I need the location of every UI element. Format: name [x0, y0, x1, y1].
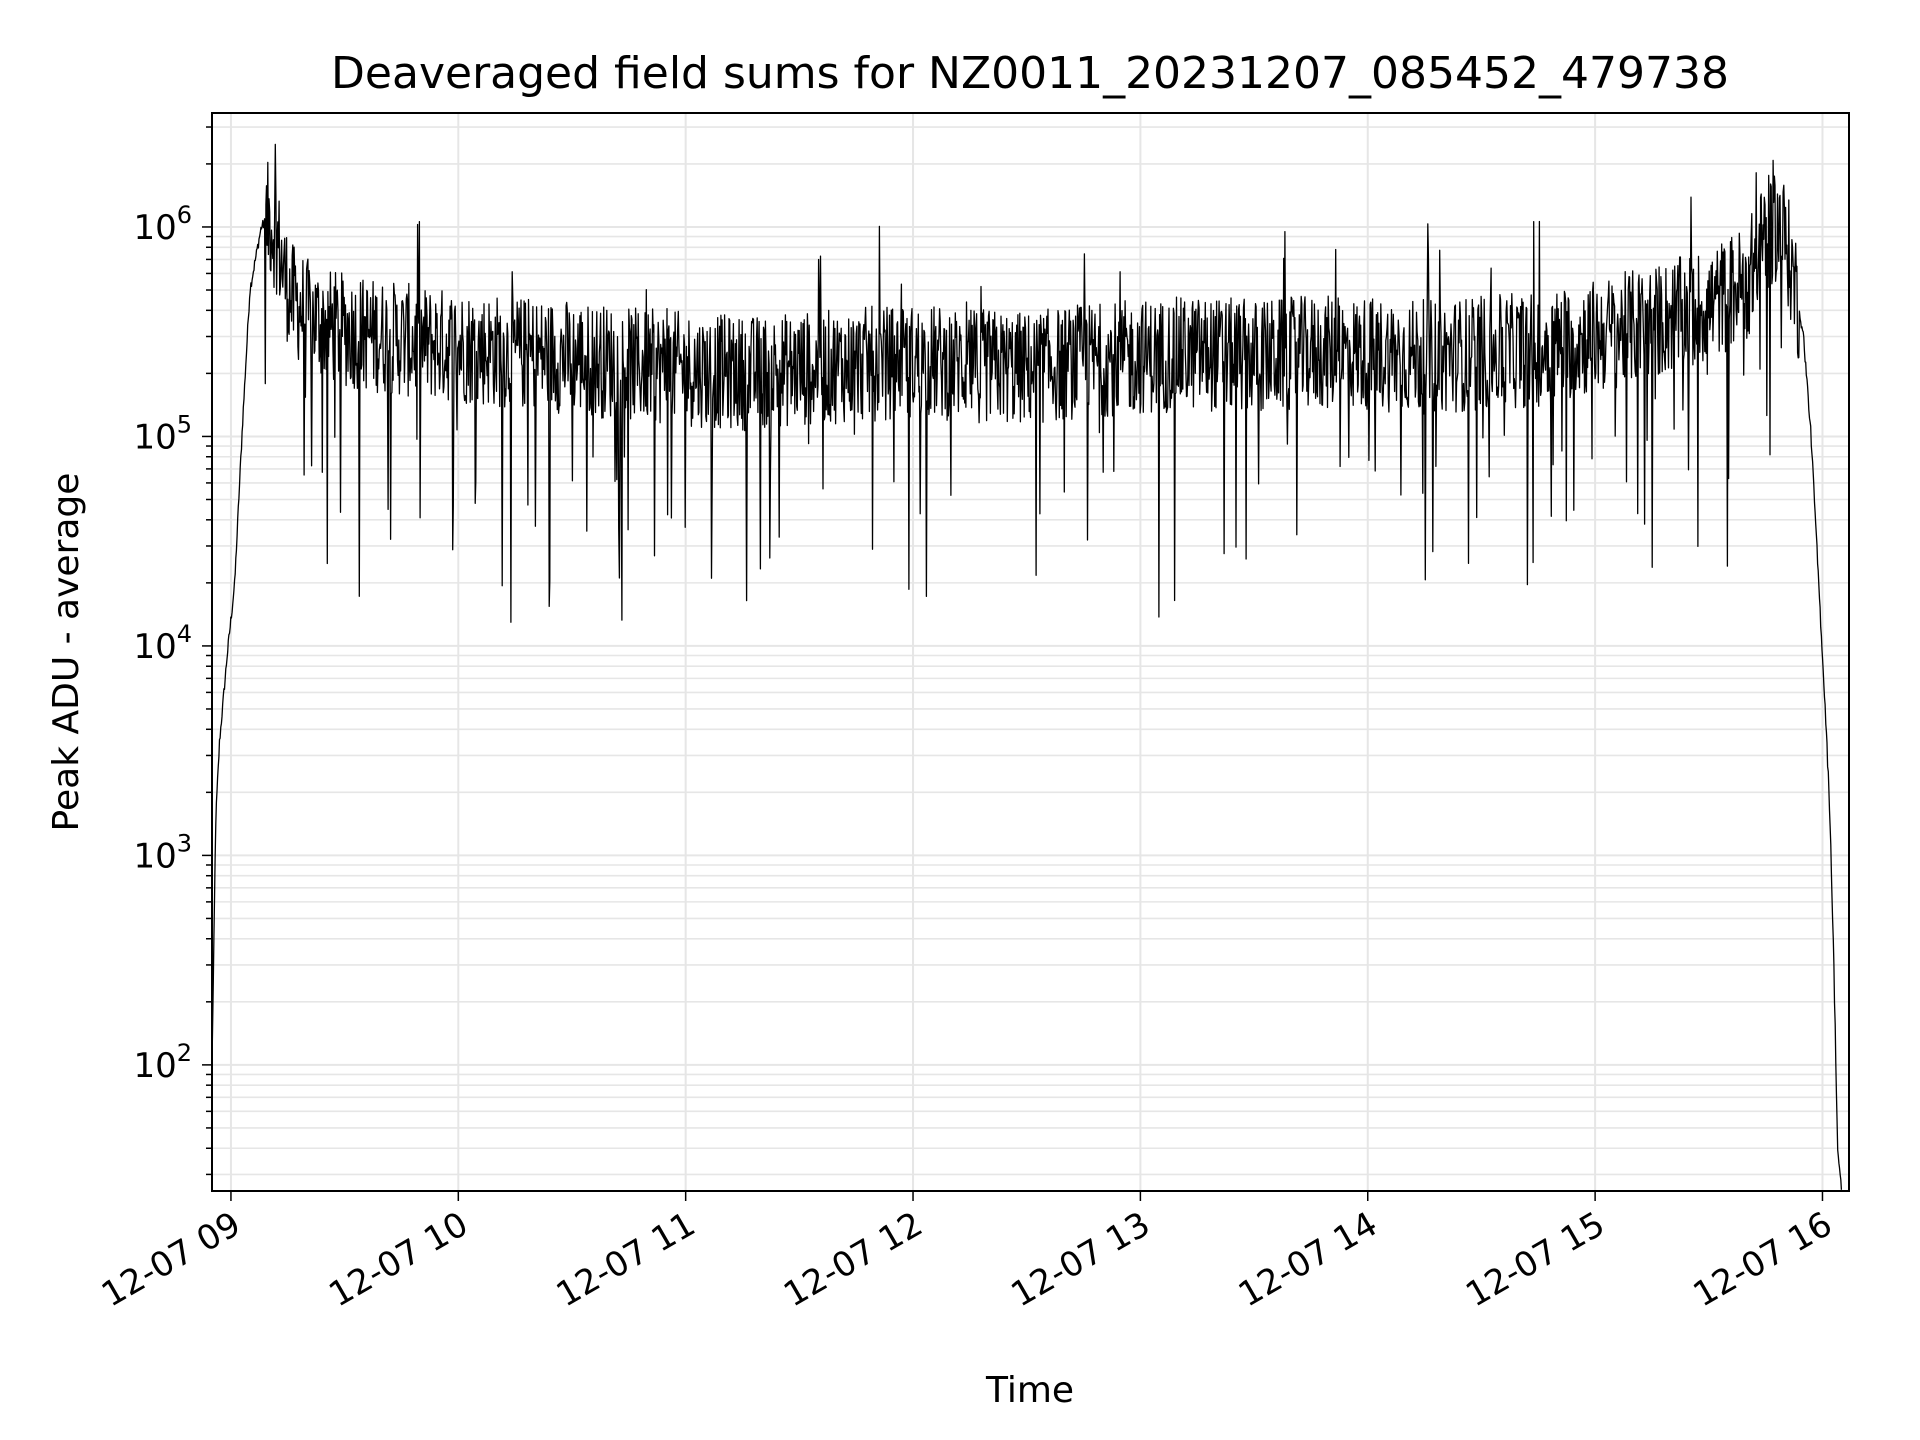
y-tick-label: 106 [133, 201, 192, 248]
x-axis-label: Time [985, 1370, 1074, 1411]
y-axis: 102 103 104 105 106 [133, 126, 212, 1176]
y-tick-label: 102 [133, 1039, 192, 1086]
grid-major [212, 113, 1849, 1191]
y-tick-label: 105 [133, 410, 192, 457]
plot-area [211, 143, 1843, 1190]
y-tick-label: 104 [133, 620, 192, 667]
grid-minor [212, 126, 1849, 1176]
chart-title: Deaveraged field sums for NZ0011_2023120… [331, 48, 1729, 99]
plot-frame [211, 112, 1850, 1192]
series-line [211, 143, 1843, 1190]
y-tick-label: 103 [133, 829, 192, 876]
y-axis-label: Peak ADU - average [46, 473, 87, 832]
